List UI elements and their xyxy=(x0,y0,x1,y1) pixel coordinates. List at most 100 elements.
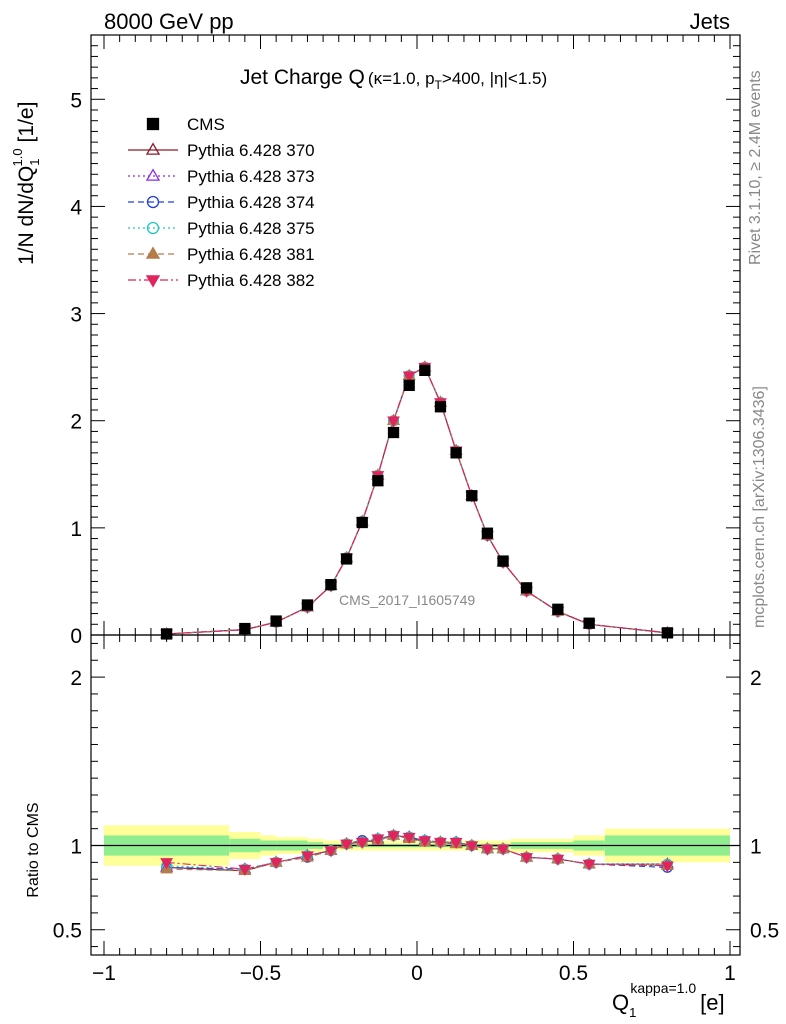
data-point xyxy=(372,475,384,487)
data-point xyxy=(301,599,314,611)
ratio-y-tick-label-right: 0.5 xyxy=(750,920,779,943)
data-point xyxy=(340,553,353,565)
data-point xyxy=(387,416,400,428)
ratio-point xyxy=(340,839,353,851)
ratio-y-tick-label-right: 1 xyxy=(750,836,762,859)
legend-entry: Pythia 6.428 374 xyxy=(128,193,315,212)
title-pt-subscript: T xyxy=(435,78,443,92)
ratio-point xyxy=(520,853,533,865)
ratio-y-tick-labels: 0.5 0.5 1 1 2 2 xyxy=(53,667,779,943)
data-point xyxy=(583,617,595,629)
data-point xyxy=(270,615,282,627)
legend-marker xyxy=(146,117,160,131)
legend-label: Pythia 6.428 374 xyxy=(187,193,315,212)
ratio-point xyxy=(660,861,674,873)
main-y-label-sub: 1 xyxy=(27,159,42,166)
ratio-point xyxy=(269,858,283,870)
main-panel: 0 1 2 3 4 5 Jet Charge Q (κ=1.0, pT>400, |η|<1… xyxy=(10,34,741,648)
main-y-tick-label: 5 xyxy=(70,89,82,112)
ratio-point xyxy=(402,832,416,844)
title-open-paren: ( xyxy=(368,69,374,88)
x-label-sup: kappa=1.0 xyxy=(630,980,696,996)
main-y-tick-label: 1 xyxy=(70,518,82,541)
x-axis-label: Q1 kappa=1.0[e] xyxy=(612,980,725,1020)
title-kappa: κ=1.0, p xyxy=(374,69,435,88)
data-point xyxy=(419,364,431,377)
data-point xyxy=(552,603,564,615)
legend-marker xyxy=(145,142,161,155)
legend-entry: Pythia 6.428 381 xyxy=(128,245,315,264)
ratio-y-label: Ratio to CMS xyxy=(25,802,42,897)
legend-marker xyxy=(145,246,161,259)
legend-marker xyxy=(146,221,160,235)
rivet-label: Rivet 3.1.10, ≥ 2.4M events xyxy=(747,70,764,265)
ratio-point xyxy=(160,858,174,870)
analysis-id: CMS_2017_I1605749 xyxy=(339,592,475,608)
data-point xyxy=(325,578,337,591)
legend-entry: Pythia 6.428 382 xyxy=(128,271,315,290)
title-cuts: >400, |η|<1.5) xyxy=(442,69,547,88)
x-tick-label: 0.5 xyxy=(559,962,588,985)
ratio-y-tick-label: 2 xyxy=(70,667,82,690)
x-tick-label: −1 xyxy=(92,962,116,985)
main-y-label-sup: 1.0 xyxy=(10,148,25,166)
mcplots-label: mcplots.cern.ch [arXiv:1306.3436] xyxy=(751,386,768,628)
ratio-point xyxy=(582,859,596,871)
ratio-y-tick-label: 0.5 xyxy=(53,920,82,943)
data-point xyxy=(466,490,478,502)
ratio-panel: 0.5 0.51 12 2 −1 −0.5 0 0.5 1 Ratio to CMS Q1ka… xyxy=(25,634,779,1020)
data-point xyxy=(434,401,447,413)
main-y-tick-label: 2 xyxy=(70,411,82,434)
x-label-sub: 1 xyxy=(629,1005,636,1020)
header-right: Jets xyxy=(690,9,730,34)
x-label-main: Q xyxy=(612,990,629,1015)
ratio-series xyxy=(160,828,674,876)
legend-label: Pythia 6.428 373 xyxy=(187,167,315,186)
ratio-point xyxy=(481,844,494,856)
main-y-tick-label: 4 xyxy=(70,196,82,219)
legend-entry: Pythia 6.428 373 xyxy=(128,167,315,186)
data-point xyxy=(239,622,251,635)
data-point xyxy=(356,516,368,529)
data-point xyxy=(497,555,509,567)
ratio-point xyxy=(449,837,463,849)
legend-label: Pythia 6.428 382 xyxy=(187,271,315,290)
data-point xyxy=(520,582,533,594)
ratio-point xyxy=(387,831,400,843)
data-point xyxy=(402,371,416,383)
main-y-tick-label: 0 xyxy=(70,625,82,648)
main-y-tick-label: 3 xyxy=(70,304,82,327)
legend-marker xyxy=(146,195,160,209)
data-point xyxy=(450,447,462,459)
x-label-unit: [e] xyxy=(700,990,724,1015)
ratio-point xyxy=(434,837,447,849)
ratio-point xyxy=(418,836,432,848)
title-main: Jet Charge Q xyxy=(240,66,365,89)
legend-marker xyxy=(145,275,161,288)
ratio-frame xyxy=(90,634,741,956)
ratio-axis-ticks xyxy=(91,635,740,955)
legend-entry: Pythia 6.428 375 xyxy=(128,219,315,238)
main-y-tick-labels: 0 1 2 3 4 5 xyxy=(70,89,82,648)
main-series xyxy=(160,360,674,641)
data-point xyxy=(387,426,400,439)
x-tick-label: 1 xyxy=(724,962,736,985)
ratio-point xyxy=(465,841,479,853)
ratio-point xyxy=(496,844,510,856)
data-point xyxy=(403,379,415,392)
legend-marker xyxy=(145,168,161,181)
legend: CMS Pythia 6.428 370 Pythia 6.428 373 Pythi… xyxy=(128,115,315,290)
x-tick-label: 0 xyxy=(411,962,423,985)
header-left: 8000 GeV pp xyxy=(104,9,234,34)
ratio-point xyxy=(371,834,385,846)
ratio-point xyxy=(238,864,252,876)
main-y-label-unit: [1/e] xyxy=(15,102,38,143)
ratio-point xyxy=(324,846,338,858)
legend-label: Pythia 6.428 370 xyxy=(187,141,315,160)
legend-label: Pythia 6.428 381 xyxy=(187,245,315,264)
legend-label: Pythia 6.428 375 xyxy=(187,219,315,238)
legend-entry: CMS xyxy=(146,115,225,134)
ratio-y-tick-label: 1 xyxy=(70,836,82,859)
main-y-label-main: 1/N dN/dQ xyxy=(15,166,38,265)
main-axis-ticks xyxy=(91,35,740,636)
